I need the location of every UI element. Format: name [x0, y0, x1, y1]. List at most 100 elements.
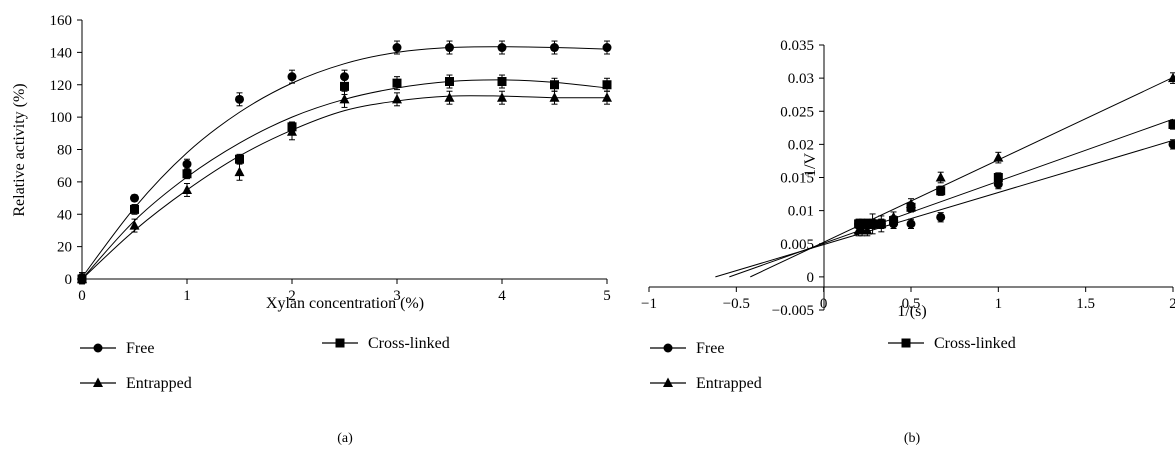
panel-label: (a): [337, 431, 353, 446]
data-point: [287, 126, 297, 136]
data-point: [392, 43, 402, 53]
y-tick-label: 60: [57, 175, 72, 191]
data-point: [993, 152, 1004, 162]
series-free: [77, 40, 612, 283]
legend-marker: [663, 343, 673, 353]
y-axis-label: Relative activity (%): [11, 83, 28, 216]
data-point: [445, 43, 454, 53]
data-point: [862, 219, 872, 229]
x-tick-label: −0.5: [723, 296, 750, 312]
data-point: [936, 186, 946, 196]
x-tick-label: 2: [288, 288, 296, 304]
data-point: [888, 211, 899, 222]
data-point: [235, 94, 244, 104]
data-point: [1168, 120, 1175, 129]
data-point: [77, 273, 87, 283]
y-tick-label: 0.005: [780, 237, 814, 253]
y-tick-label: 0.03: [788, 71, 814, 87]
panel-label: (b): [904, 431, 921, 446]
data-point: [392, 93, 402, 104]
data-point: [182, 184, 192, 194]
y-tick-label: 0.02: [788, 137, 814, 153]
legend-label: Free: [126, 340, 154, 357]
data-point: [182, 169, 192, 179]
legend-item-entrapped: Entrapped: [80, 375, 192, 392]
x-tick-label: 0.5: [902, 296, 921, 312]
series-free: [715, 139, 1175, 278]
x-tick-label: 0: [78, 288, 86, 304]
legend-label: Entrapped: [696, 375, 762, 392]
y-tick-label: −0.005: [772, 303, 814, 319]
fit-line: [715, 139, 1174, 278]
x-tick-label: 3: [393, 288, 401, 304]
chart-panel-b: −1 −0.5 0 0.5 1 1.5 2 −0.005 0 0.005 0.01 0.015 0.02…: [641, 38, 1175, 446]
legend-label: Entrapped: [126, 375, 192, 392]
legend-item-cross-linked: Cross-linked: [888, 335, 1016, 352]
data-point: [444, 92, 455, 102]
fit-line: [81, 46, 608, 278]
data-point: [339, 93, 350, 104]
data-point: [906, 198, 916, 208]
fit-line: [81, 95, 608, 280]
legend-marker: [335, 338, 345, 348]
x-tick-label: 1: [995, 296, 1003, 312]
data-point: [550, 43, 559, 53]
y-axis-label: 1/V: [802, 153, 819, 177]
chart-panel-a: 0 1 2 3 4 5 0 20 40 60 80 100 120 140 160 Xylan concent…: [11, 13, 612, 446]
data-point: [130, 204, 139, 214]
data-point: [602, 80, 612, 90]
y-tick-label: 0.035: [780, 38, 814, 54]
legend-marker: [663, 377, 673, 387]
data-point: [182, 159, 192, 169]
data-point: [1168, 139, 1175, 149]
data-point: [935, 172, 946, 182]
data-point: [1168, 72, 1175, 83]
data-point: [862, 225, 873, 235]
series-entrapped: [750, 72, 1175, 278]
data-point: [876, 218, 887, 228]
x-axis-label: 1/(s): [897, 303, 926, 320]
y-tick-label: 0: [65, 272, 73, 288]
x-tick-label: 4: [498, 288, 506, 304]
data-point: [130, 193, 139, 203]
y-tick-label: 0.01: [788, 204, 814, 220]
data-point: [602, 92, 612, 102]
y-tick-label: 100: [50, 110, 73, 126]
data-point: [497, 43, 507, 53]
y-tick-label: 0.025: [780, 104, 814, 120]
data-point: [234, 166, 245, 177]
fit-line: [729, 118, 1174, 278]
x-tick-label: 2: [1169, 296, 1175, 312]
x-tick-label: 0: [820, 296, 828, 312]
data-point: [550, 80, 559, 90]
fit-line: [81, 79, 608, 280]
fit-line: [750, 77, 1174, 278]
data-point: [993, 173, 1003, 182]
x-tick-label: 5: [603, 288, 611, 304]
data-point: [445, 77, 454, 87]
series-entrapped: [77, 90, 612, 285]
y-tick-label: 0.015: [780, 171, 814, 187]
data-point: [340, 81, 349, 91]
data-point: [549, 92, 560, 102]
legend-item-free: Free: [80, 340, 154, 357]
y-tick-label: 80: [57, 143, 72, 159]
legend-item-free: Free: [650, 340, 724, 357]
data-point: [867, 218, 878, 228]
legend-marker: [93, 377, 103, 387]
x-tick-label: 1.5: [1076, 296, 1095, 312]
y-tick-label: 140: [50, 45, 73, 61]
y-tick-label: 120: [50, 78, 73, 94]
legend-marker: [93, 343, 103, 353]
legend-item-entrapped: Entrapped: [650, 375, 762, 392]
legend-label: Cross-linked: [368, 335, 450, 352]
y-tick-label: 0: [807, 270, 815, 286]
x-tick-label: −1: [641, 296, 657, 312]
data-point: [936, 212, 946, 222]
data-point: [602, 43, 612, 53]
legend-marker: [901, 338, 911, 348]
y-tick-label: 20: [57, 240, 72, 256]
data-point: [129, 220, 140, 230]
data-point: [392, 78, 402, 88]
